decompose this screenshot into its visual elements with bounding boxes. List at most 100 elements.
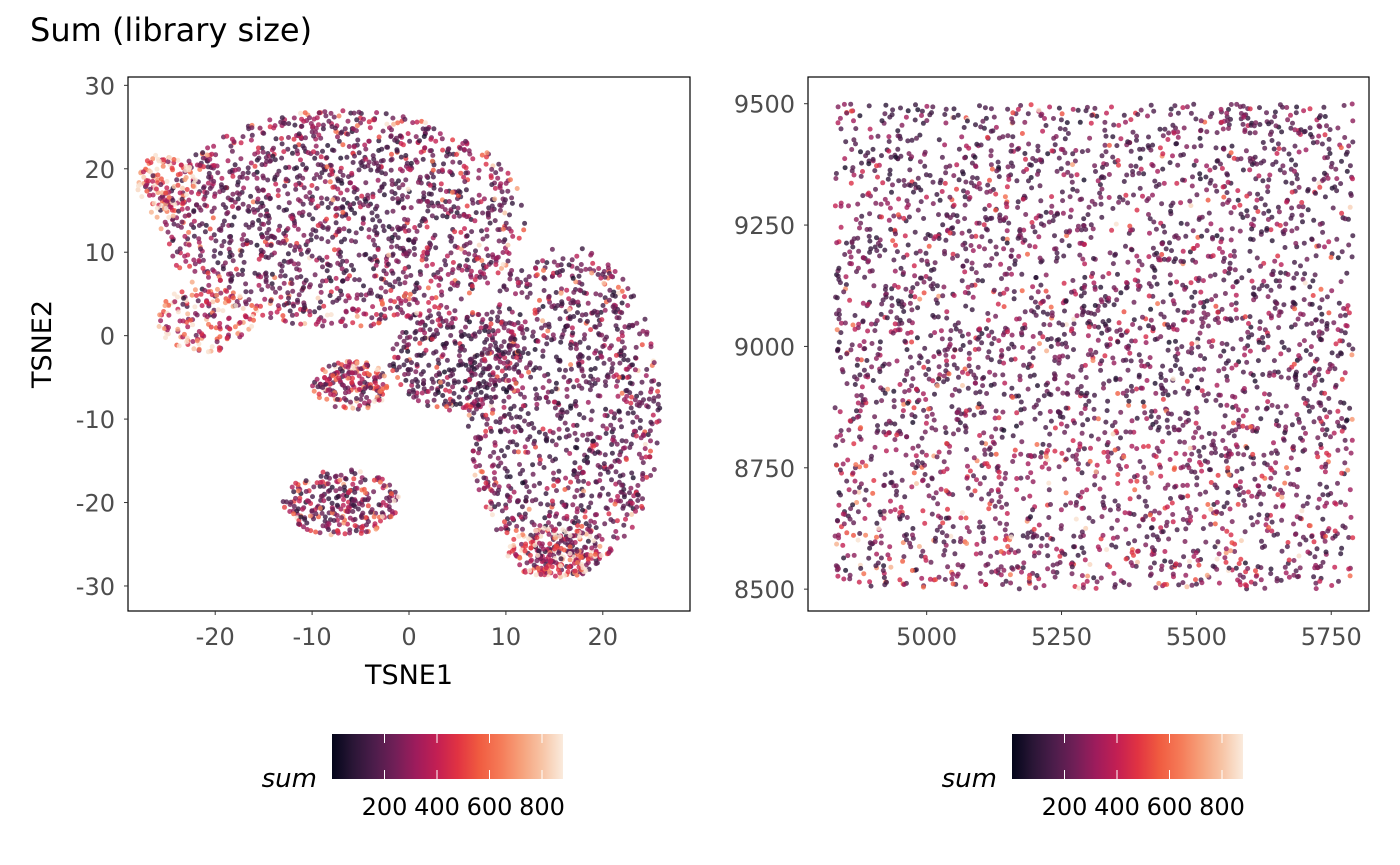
spatial-point: [1111, 302, 1117, 308]
spatial-point: [1035, 148, 1041, 154]
spatial-point: [1043, 123, 1049, 128]
tsne-point: [347, 530, 353, 536]
spatial-point: [910, 526, 916, 531]
spatial-point: [1261, 452, 1267, 458]
spatial-point: [1062, 429, 1068, 435]
tsne-point: [388, 157, 394, 163]
tsne-point: [618, 348, 624, 354]
spatial-point: [1267, 484, 1273, 490]
tsne-point: [226, 316, 232, 322]
tsne-point: [553, 560, 559, 566]
tsne-point: [347, 515, 353, 521]
spatial-point: [1285, 540, 1291, 545]
spatial-point: [1322, 132, 1328, 138]
tsne-point: [204, 190, 210, 196]
tsne-point: [500, 250, 506, 255]
tsne-point: [544, 341, 550, 347]
tsne-point: [630, 419, 636, 425]
tsne-point: [335, 196, 341, 202]
tsne-point: [371, 321, 377, 327]
tsne-point: [154, 214, 160, 220]
tsne-point: [635, 483, 641, 488]
tsne-point: [340, 278, 346, 284]
tsne-point: [503, 523, 509, 529]
tsne-point: [371, 477, 377, 483]
tsne-point: [440, 352, 446, 358]
tsne-point: [293, 480, 299, 486]
tsne-point: [351, 476, 357, 482]
tsne-point: [201, 196, 207, 202]
spatial-point: [1235, 501, 1241, 507]
tsne-point: [570, 330, 576, 336]
tsne-point: [282, 273, 288, 279]
tsne-point: [572, 430, 578, 436]
tsne-point: [387, 498, 393, 504]
tsne-point: [311, 484, 317, 490]
spatial-point: [920, 548, 926, 554]
tsne-point: [205, 180, 211, 186]
tsne-point: [320, 148, 325, 154]
tsne-point: [540, 318, 546, 324]
tsne-point: [195, 191, 201, 197]
tsne-point: [624, 399, 629, 405]
spatial-point: [1077, 252, 1083, 258]
tsne-point: [520, 403, 526, 409]
tsne-point: [424, 173, 430, 179]
tsne-point: [265, 177, 271, 183]
tsne-point: [606, 297, 612, 303]
spatial-point: [1193, 405, 1199, 411]
spatial-point: [848, 347, 854, 353]
tsne-point: [435, 270, 441, 275]
tsne-point: [153, 186, 159, 192]
tsne-point: [366, 119, 372, 125]
tsne-point: [225, 210, 231, 215]
tsne-point: [227, 234, 232, 240]
tsne-point: [477, 446, 483, 452]
tsne-point: [497, 302, 503, 308]
tsne-point: [179, 219, 185, 225]
tsne-point: [479, 350, 485, 356]
tsne-point: [492, 185, 498, 191]
tsne-point: [484, 385, 490, 391]
spatial-point: [1335, 447, 1341, 453]
tsne-point: [391, 364, 397, 369]
tsne-point: [456, 362, 462, 368]
tsne-point: [250, 207, 256, 212]
tsne-point: [309, 253, 315, 259]
tsne-point: [543, 565, 549, 571]
tsne-point: [450, 384, 456, 390]
tsne-point: [495, 328, 501, 334]
tsne-point: [463, 170, 469, 176]
spatial-point: [903, 452, 909, 458]
spatial-point: [1231, 204, 1237, 210]
tsne-point: [553, 513, 559, 519]
tsne-point: [426, 362, 432, 368]
tsne-point: [574, 474, 580, 480]
tsne-point: [517, 562, 523, 568]
tsne-point: [298, 251, 304, 257]
tsne-point: [227, 326, 232, 332]
tsne-point: [511, 536, 517, 542]
tsne-point: [412, 330, 418, 336]
tsne-point: [170, 197, 176, 203]
spatial-point: [1207, 467, 1212, 473]
spatial-point: [887, 556, 892, 562]
spatial-point: [979, 496, 984, 502]
tsne-point: [324, 164, 330, 170]
spatial-point: [1038, 543, 1044, 549]
spatial-point: [846, 487, 852, 493]
tsne-point: [422, 322, 428, 328]
tsne-point: [484, 227, 490, 233]
tsne-point: [607, 357, 613, 362]
tsne-point: [464, 395, 470, 401]
tsne-point: [593, 561, 599, 567]
tsne-point: [574, 437, 580, 443]
tsne-point: [374, 312, 379, 317]
tsne-point: [499, 448, 504, 454]
spatial-point: [1037, 410, 1043, 416]
tsne-point: [316, 305, 322, 311]
spatial-point: [988, 148, 994, 154]
spatial-point: [923, 452, 929, 458]
spatial-point: [954, 186, 959, 192]
tsne-point: [259, 162, 265, 168]
